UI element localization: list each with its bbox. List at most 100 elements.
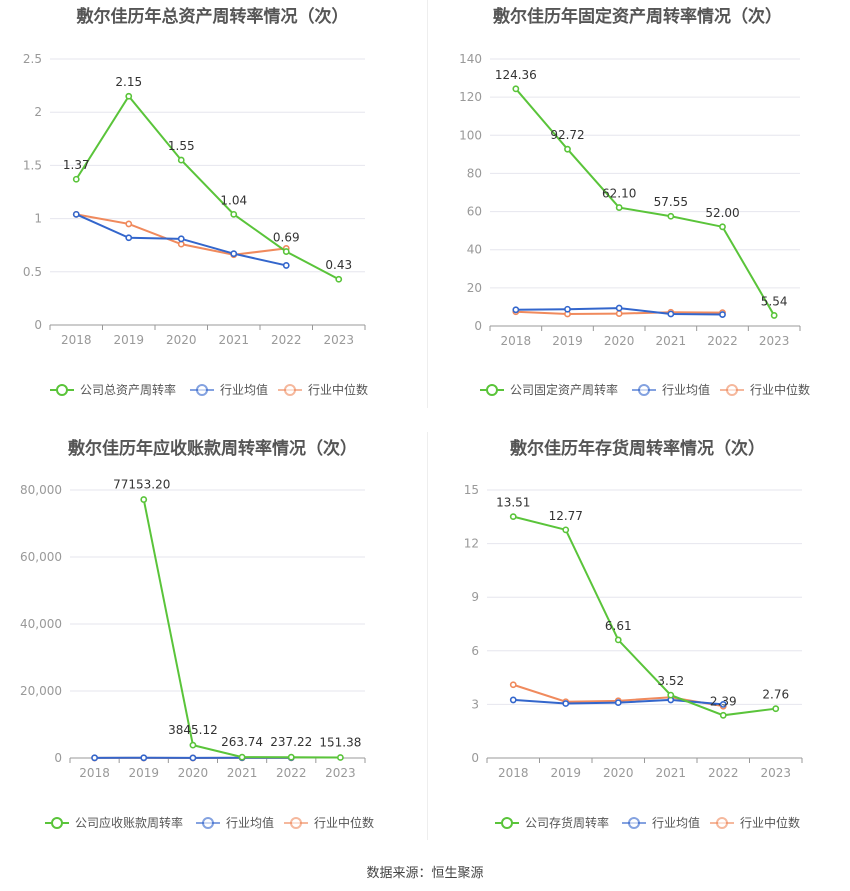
data-point [512,306,520,314]
legend-marker [486,384,498,396]
chart-svg: 0 0.5 1 1.5 2 2.5 2018 2019 2020 2021 2022 2023 1.37… [23,52,368,397]
data-point [615,304,623,312]
legend-marker [638,384,650,396]
y-tick-label: 1 [34,212,42,226]
y-tick-label: 0 [474,319,482,333]
data-point [667,310,675,318]
data-label: 57.55 [654,195,688,209]
legend-marker [202,817,214,829]
y-tick-label: 140 [459,52,482,66]
legend-marker [56,384,68,396]
data-label: 12.77 [549,509,583,523]
data-point [177,235,185,243]
y-tick-label: 80,000 [20,483,62,497]
x-tick-label: 2023 [325,766,356,780]
data-label: 62.10 [602,187,636,201]
legend-marker [716,817,728,829]
series-line [142,499,341,759]
legend-label: 公司应收账款周转率 [75,815,183,830]
x-tick-label: 2019 [128,766,159,780]
chart-svg: 0 3 6 9 12 15 2018 2019 2020 2021 2022 2023 13.51 12.… [464,483,803,830]
legend-label: 行业均值 [662,382,710,397]
data-point [287,753,295,761]
data-point [125,220,133,228]
legend-marker [726,384,738,396]
legend-label: 公司固定资产周转率 [510,382,618,397]
series-line [515,88,776,316]
y-tick-label: 3 [471,697,479,711]
data-point [667,212,675,220]
data-point [125,92,133,100]
data-label: 263.74 [221,735,263,749]
x-tick-label: 2021 [227,766,258,780]
data-label: 92.72 [550,128,584,142]
data-source-note: 数据来源：恒生聚源 [366,866,484,881]
data-label: 0.43 [325,258,352,272]
data-point [509,696,517,704]
data-label: 0.69 [273,231,300,245]
data-point [770,312,778,319]
data-label: 52.00 [705,206,739,220]
x-tick-label: 2023 [760,766,791,780]
y-tick-label: 2 [34,105,42,119]
x-tick-label: 2019 [550,766,581,780]
data-point [230,250,238,258]
data-point [335,275,343,283]
data-point [564,145,571,153]
y-tick-label: 120 [459,90,482,104]
y-tick-label: 0 [54,751,62,765]
series-line [76,213,287,256]
y-tick-label: 60,000 [20,550,62,564]
x-tick-label: 2019 [552,334,583,348]
data-point [615,204,623,211]
x-tick-label: 2022 [707,334,738,348]
data-label: 13.51 [496,496,530,510]
legend-label: 行业中位数 [750,382,810,397]
y-tick-label: 100 [459,128,482,142]
legend-label: 公司总资产周转率 [80,382,176,397]
series-line [75,94,340,281]
data-point [512,85,520,93]
legend-marker [284,384,296,396]
y-tick-label: 0 [34,318,42,332]
data-point [615,310,623,318]
x-tick-label: 2021 [655,766,686,780]
data-point [562,526,570,534]
data-point [91,754,98,762]
legend-label: 行业均值 [226,815,274,830]
data-point [72,210,80,218]
chart-title: 敷尔佳历年固定资产周转率情况（次） [493,7,782,27]
data-label: 77153.20 [113,478,170,492]
data-point [614,699,622,707]
chart-panel-fixed-asset-turnover: 敷尔佳历年固定资产周转率情况（次） 0 20 40 60 80 100 120 140 2018… [425,0,850,432]
legend-marker [51,817,63,829]
legend-marker [196,384,208,396]
y-tick-label: 0 [471,751,479,765]
data-point [719,711,727,719]
data-point [140,754,148,762]
data-point [177,240,185,248]
data-point [282,248,290,255]
legend-marker [501,817,513,829]
chart-panel-receivable-turnover: 敷尔佳历年应收账款周转率情况（次） 0 20,000 40,000 60,000 80,… [0,432,425,864]
y-tick-label: 20 [467,281,482,295]
y-tick-label: 40,000 [20,617,62,631]
data-point [719,700,727,708]
data-point [230,210,238,218]
legend-marker [290,817,302,829]
data-point [564,305,571,313]
x-tick-label: 2022 [271,333,302,347]
data-label: 2.76 [762,688,789,702]
y-tick-label: 12 [464,537,479,551]
x-tick-label: 2019 [113,333,144,347]
chart-title: 敷尔佳历年存货周转率情况（次） [510,439,765,459]
data-point [125,234,133,242]
x-tick-label: 2018 [498,766,529,780]
chart-title: 敷尔佳历年应收账款周转率情况（次） [68,439,357,459]
panel-divider [427,432,428,840]
data-point [238,753,246,761]
y-tick-label: 9 [471,590,479,604]
x-tick-label: 2020 [178,766,209,780]
chart-svg: 0 20 40 60 80 100 120 140 2018 2019 2020 2021 2022 20… [459,52,810,397]
data-label: 5.54 [761,294,788,308]
